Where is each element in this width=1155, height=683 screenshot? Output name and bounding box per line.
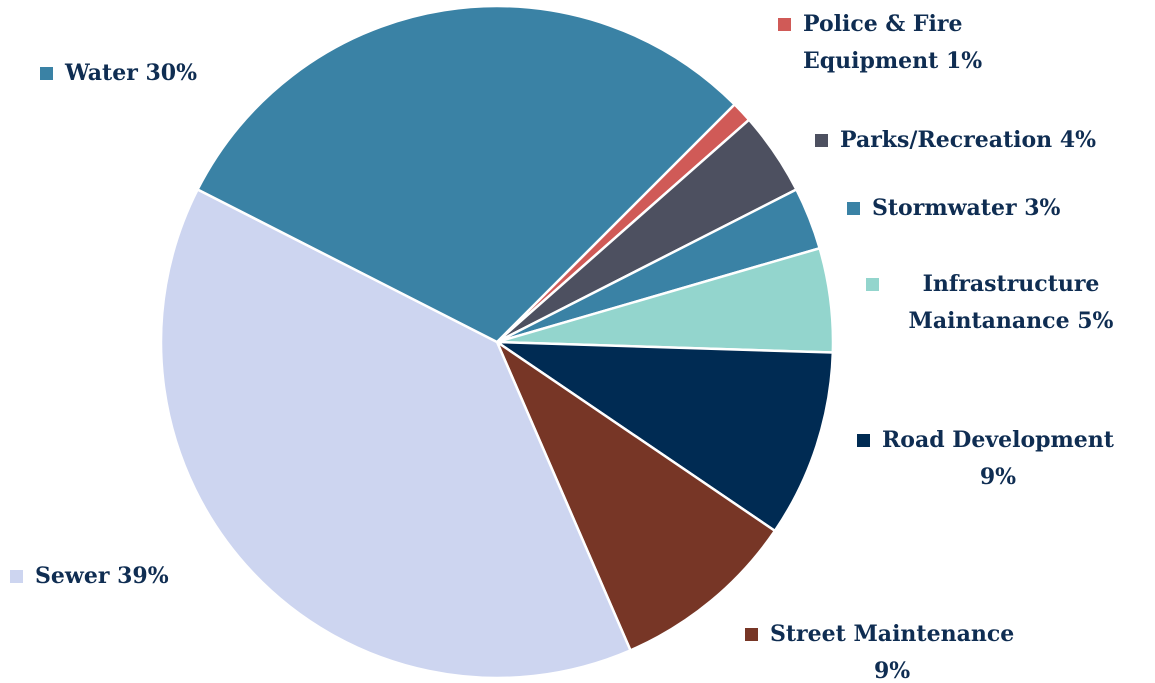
legend-item: Police & Fire Equipment 1% bbox=[778, 6, 1033, 80]
legend-label: Street Maintenance 9% bbox=[770, 616, 1014, 683]
legend-item: Infrastructure Maintanance 5% bbox=[866, 266, 1131, 340]
category-name: Infrastructure Maintanance bbox=[908, 271, 1100, 334]
legend-item: Water 30% bbox=[40, 55, 197, 92]
pie-slice bbox=[195, 4, 737, 344]
value-label: 1% bbox=[946, 48, 983, 74]
legend-item: Street Maintenance 9% bbox=[745, 616, 1014, 683]
value-label: 5% bbox=[1077, 308, 1114, 334]
legend-label: Road Development 9% bbox=[882, 422, 1114, 496]
legend-label: Parks/Recreation 4% bbox=[840, 122, 1096, 159]
legend-swatch bbox=[847, 202, 860, 215]
category-name: Police & Fire Equipment bbox=[803, 11, 963, 74]
pie-slice bbox=[492, 340, 835, 533]
legend-label: Sewer 39% bbox=[35, 558, 169, 595]
legend-swatch bbox=[778, 18, 791, 31]
category-name: Parks/Recreation bbox=[840, 127, 1053, 153]
pie-slice bbox=[159, 187, 633, 680]
value-label: 30% bbox=[145, 60, 198, 86]
category-name: Water bbox=[65, 60, 138, 86]
legend-label: Water 30% bbox=[65, 55, 197, 92]
legend-swatch bbox=[745, 628, 758, 641]
legend-item: Road Development 9% bbox=[857, 422, 1114, 496]
value-label: 3% bbox=[1024, 195, 1061, 221]
category-name: Street Maintenance bbox=[770, 621, 1015, 647]
legend-swatch bbox=[815, 134, 828, 147]
legend-label: Infrastructure Maintanance 5% bbox=[891, 266, 1131, 340]
legend-label: Police & Fire Equipment 1% bbox=[803, 6, 1033, 80]
pie-slice bbox=[494, 338, 777, 653]
category-name: Sewer bbox=[35, 563, 110, 589]
legend-swatch bbox=[10, 570, 23, 583]
legend-swatch bbox=[866, 278, 879, 291]
legend-swatch bbox=[857, 434, 870, 447]
legend-swatch bbox=[40, 67, 53, 80]
value-label: 39% bbox=[117, 563, 169, 589]
value-label: 4% bbox=[1059, 127, 1097, 153]
legend-label: Stormwater 3% bbox=[872, 190, 1060, 227]
category-name: Stormwater bbox=[872, 195, 1017, 221]
value-label: 9% bbox=[979, 464, 1017, 490]
legend-item: Sewer 39% bbox=[10, 558, 169, 595]
category-name: Road Development bbox=[882, 427, 1114, 453]
legend-item: Stormwater 3% bbox=[847, 190, 1060, 227]
legend-item: Parks/Recreation 4% bbox=[815, 122, 1096, 159]
value-label: 9% bbox=[874, 658, 911, 683]
